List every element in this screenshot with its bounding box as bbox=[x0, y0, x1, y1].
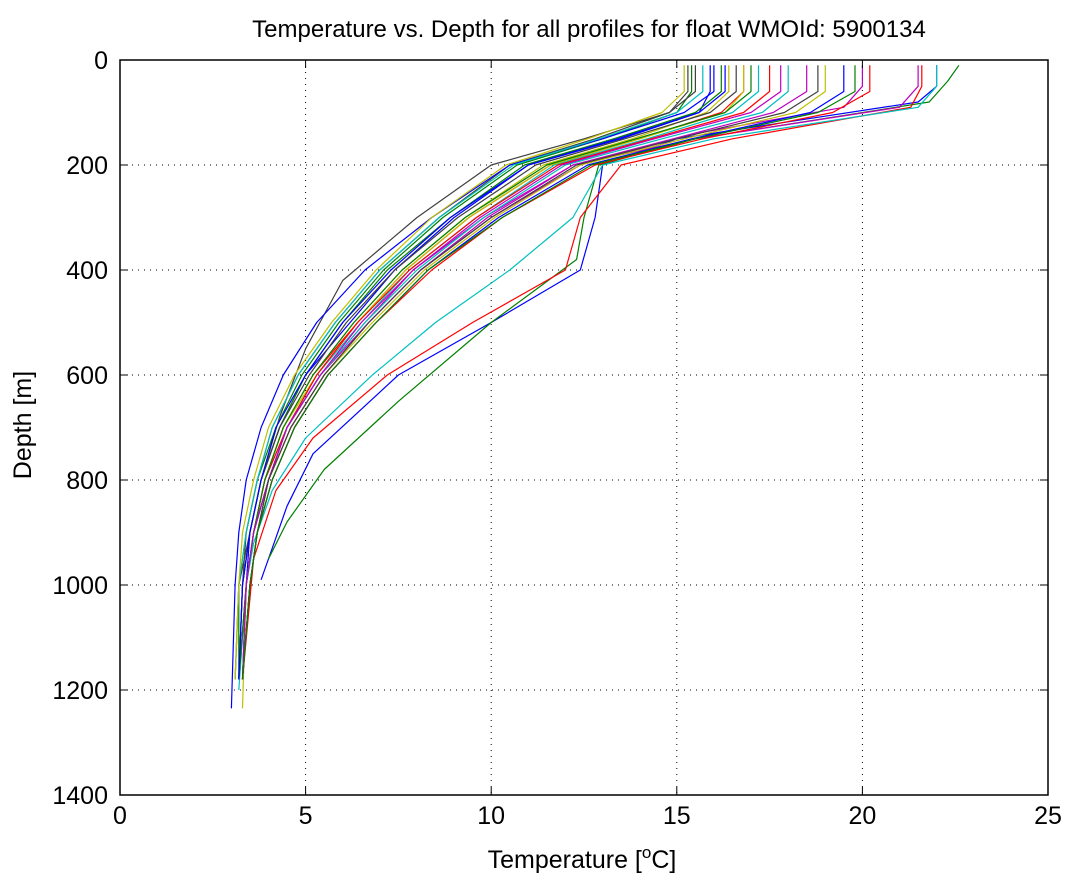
profile-line-30 bbox=[241, 65, 856, 680]
profile-line-8 bbox=[260, 65, 938, 580]
x-tick-label: 5 bbox=[299, 802, 313, 830]
x-axis-label-superscript: o bbox=[642, 843, 651, 862]
profile-line-26 bbox=[241, 65, 782, 680]
profile-line-15 bbox=[230, 65, 715, 709]
x-axis-label: Temperature [oC] bbox=[488, 843, 677, 874]
y-tick-label: 400 bbox=[66, 257, 108, 285]
y-axis-label: Depth [m] bbox=[9, 371, 37, 479]
y-tick-label: 800 bbox=[66, 467, 108, 495]
y-tick-label: 1400 bbox=[52, 782, 108, 810]
x-tick-label: 10 bbox=[477, 802, 505, 830]
profile-line-10 bbox=[241, 65, 923, 680]
x-tick-label: 15 bbox=[663, 802, 691, 830]
x-tick-label: 0 bbox=[113, 802, 127, 830]
x-axis-label-prefix: Temperature [ bbox=[488, 846, 642, 874]
profile-line-25 bbox=[234, 65, 704, 680]
grid-lines bbox=[120, 60, 1048, 795]
chart-title: Temperature vs. Depth for all profiles f… bbox=[252, 16, 926, 43]
x-tick-label: 20 bbox=[848, 802, 876, 830]
plot-frame bbox=[119, 59, 1049, 796]
y-tick-label: 1200 bbox=[52, 677, 108, 705]
x-axis-ticks: 0 5 10 15 20 25 bbox=[113, 60, 1062, 830]
profile-line-9 bbox=[267, 64, 960, 560]
x-axis-label-suffix: C] bbox=[651, 846, 676, 874]
y-tick-label: 200 bbox=[66, 152, 108, 180]
y-tick-label: 600 bbox=[66, 362, 108, 390]
y-tick-label: 0 bbox=[94, 47, 108, 75]
profile-line-29 bbox=[238, 65, 726, 680]
profile-series bbox=[230, 64, 960, 709]
x-tick-label: 25 bbox=[1034, 802, 1062, 830]
y-tick-label: 1000 bbox=[52, 572, 108, 600]
profile-line-27 bbox=[234, 65, 685, 680]
y-axis-ticks: 0 200 400 600 800 1000 1200 1400 bbox=[52, 47, 1048, 810]
